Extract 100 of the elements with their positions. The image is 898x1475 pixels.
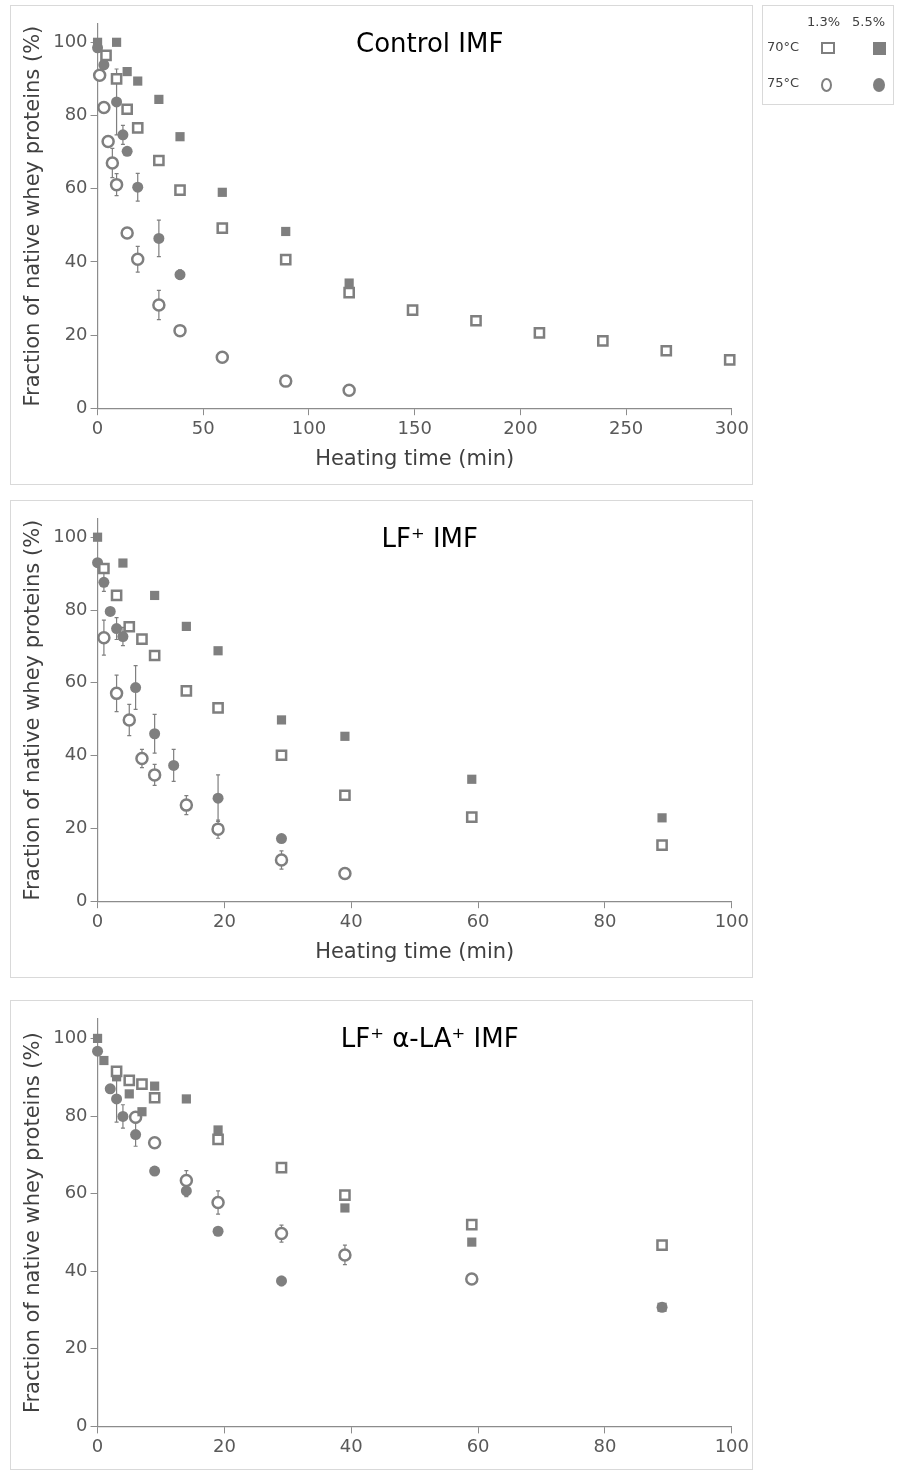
text: 70°C	[767, 39, 800, 54]
point	[406, 304, 419, 316]
point	[130, 1129, 142, 1141]
point	[344, 278, 354, 288]
point	[723, 354, 736, 366]
y-tick-label: 80	[64, 103, 88, 125]
chart-title: Control IMF	[356, 27, 504, 58]
point	[121, 145, 133, 157]
point	[657, 813, 667, 823]
y-tick-label: 40	[64, 743, 88, 765]
point	[136, 633, 148, 645]
point	[340, 1203, 350, 1213]
point	[105, 156, 120, 170]
x-tick-label: 60	[466, 909, 490, 931]
point	[153, 154, 165, 167]
point	[342, 383, 356, 398]
point	[123, 620, 136, 633]
point	[181, 1094, 191, 1104]
point	[212, 1133, 224, 1146]
x-tick-label: 20	[212, 1434, 236, 1456]
point	[174, 184, 186, 196]
point	[215, 350, 230, 365]
point	[117, 129, 129, 141]
point	[212, 702, 224, 714]
x-tick-label: 0	[91, 1434, 104, 1456]
x-tick-label: 300	[714, 416, 749, 438]
point	[117, 1110, 129, 1122]
point	[117, 631, 129, 643]
point	[124, 1089, 134, 1099]
point	[213, 1125, 223, 1135]
point	[149, 728, 161, 740]
point	[153, 232, 165, 244]
x-tick-label: 60	[466, 1434, 490, 1456]
point	[181, 621, 191, 631]
point	[98, 562, 110, 575]
point	[135, 751, 149, 766]
x-tick-label: 20	[212, 909, 236, 931]
point	[213, 646, 223, 656]
point	[154, 94, 164, 104]
x-tick-label: 40	[339, 1434, 363, 1456]
point	[180, 684, 193, 697]
point	[278, 374, 293, 388]
y-tick-label: 80	[64, 597, 88, 619]
point	[274, 853, 289, 867]
point	[131, 122, 144, 134]
point	[92, 37, 103, 47]
point	[211, 1195, 225, 1210]
x-tick-label: 50	[191, 416, 215, 438]
point	[339, 1189, 351, 1201]
point	[338, 1248, 352, 1262]
point	[467, 1237, 477, 1247]
point	[120, 226, 134, 240]
point	[168, 759, 180, 771]
x-tick-label: 80	[593, 909, 617, 931]
point	[92, 68, 107, 82]
point	[104, 605, 116, 617]
x-tick-label: 40	[339, 909, 363, 931]
y-tick-label: 0	[76, 1414, 88, 1436]
point	[111, 623, 123, 635]
point	[660, 344, 673, 357]
x-tick-label: 200	[503, 416, 538, 438]
point	[100, 49, 112, 62]
y-axis-title: Fraction of native whey proteins (%)	[20, 25, 45, 407]
text: 5.5%	[852, 14, 886, 29]
point	[130, 252, 145, 267]
point	[122, 713, 137, 727]
point	[147, 1136, 162, 1150]
point	[104, 1083, 116, 1095]
point	[179, 1173, 194, 1188]
point	[132, 181, 144, 193]
point	[597, 335, 609, 347]
point	[339, 789, 351, 802]
point	[656, 1239, 668, 1252]
y-tick-label: 60	[64, 670, 88, 692]
y-axis-title: Fraction of native whey proteins (%)	[20, 1032, 45, 1414]
point	[179, 798, 194, 812]
y-tick-label: 100	[53, 29, 88, 51]
point	[148, 649, 161, 662]
point	[152, 298, 166, 312]
point	[465, 811, 478, 823]
point	[281, 226, 291, 237]
point	[533, 326, 546, 339]
point	[109, 686, 124, 701]
chart-title: LF⁺ IMF	[381, 522, 478, 553]
point	[110, 73, 123, 85]
point	[99, 1055, 109, 1066]
y-tick-label: 60	[64, 1181, 88, 1203]
point	[101, 134, 115, 149]
point	[656, 839, 668, 851]
point	[110, 1065, 123, 1078]
point	[133, 76, 143, 86]
point	[123, 1074, 136, 1087]
y-tick-label: 100	[53, 1026, 88, 1048]
point	[175, 132, 185, 142]
point	[92, 1045, 104, 1057]
point	[338, 866, 352, 881]
point	[276, 715, 287, 725]
y-tick-label: 40	[64, 249, 88, 271]
x-tick-label: 150	[397, 416, 432, 438]
y-tick-label: 0	[76, 395, 88, 417]
